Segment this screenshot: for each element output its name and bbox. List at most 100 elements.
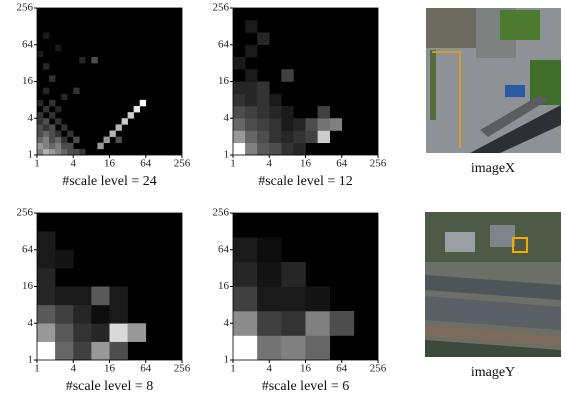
heatmap-cell <box>245 106 257 119</box>
heatmap-cell <box>61 94 67 100</box>
heatmap-cell <box>37 137 43 143</box>
heatmap-cell <box>37 149 43 155</box>
caption-levels: 24 <box>143 174 157 189</box>
heatmap-cell <box>37 124 43 130</box>
heatmap-cell <box>233 262 257 287</box>
heatmap-cell <box>257 287 281 312</box>
y-tick-label: 256 <box>17 207 34 219</box>
heatmap-cell <box>37 342 55 361</box>
heatmap-cell <box>37 143 43 149</box>
heatmap-cell <box>330 118 342 131</box>
heatmap-cell <box>269 118 281 131</box>
y-tick-label: 4 <box>28 112 34 124</box>
heatmap-cell <box>233 131 245 144</box>
heatmap-cell <box>318 131 330 144</box>
heatmap-cell <box>257 143 269 156</box>
heatmap-cell <box>110 323 128 342</box>
caption: #scale level = 8 <box>66 379 154 394</box>
heatmap-cell <box>55 137 61 143</box>
y-tick-label: 16 <box>22 75 34 87</box>
y-tick-label: 1 <box>28 149 34 161</box>
heatmap-cell <box>116 124 122 130</box>
y-tick-label: 64 <box>22 243 34 255</box>
caption-label: #scale level = <box>258 174 335 189</box>
caption-levels: 6 <box>342 379 349 394</box>
x-tick-label: 64 <box>140 158 152 170</box>
heatmap-cell <box>233 287 257 312</box>
heatmap-cell <box>49 100 55 106</box>
y-tick-label: 16 <box>22 280 34 292</box>
caption-label: #scale level = <box>62 174 139 189</box>
x-tick-label: 4 <box>267 158 273 170</box>
x-tick-label: 4 <box>71 158 77 170</box>
heatmap-cell <box>318 106 330 119</box>
heatmap-cell <box>233 94 245 107</box>
x-tick-label: 4 <box>71 363 77 375</box>
y-tick-label: 256 <box>213 2 230 14</box>
heatmap-cell <box>110 342 128 361</box>
heatmap-cell <box>245 131 257 144</box>
heatmap-cell <box>122 118 128 124</box>
heatmap-cell <box>257 94 269 107</box>
heatmap-cell <box>37 250 55 269</box>
y-tick-label: 256 <box>213 207 230 219</box>
heatmap-cell <box>306 311 330 336</box>
heatmap-cell <box>233 118 245 131</box>
heatmap-cell <box>330 311 354 336</box>
heatmap-cell <box>55 45 61 51</box>
y-tick-label: 4 <box>224 112 230 124</box>
heatmap-cell <box>55 287 73 306</box>
heatmap-cell <box>245 45 257 58</box>
heatmap-cell <box>233 143 245 156</box>
heatmap-cell <box>318 118 330 131</box>
y-tick-label: 1 <box>224 149 230 161</box>
heatmap-cell <box>43 143 49 149</box>
y-tick-label: 256 <box>17 2 34 14</box>
caption: #scale level = 6 <box>262 379 350 394</box>
heatmap-cell <box>37 131 43 137</box>
heatmap-cell <box>37 51 43 57</box>
heatmap-cell <box>91 342 109 361</box>
x-tick-label: 1 <box>230 158 236 170</box>
heatmap-cell <box>293 118 305 131</box>
caption: #scale level = 24 <box>62 174 157 189</box>
heatmap-cell <box>233 106 245 119</box>
heatmap-cell <box>49 137 55 143</box>
image-label: imageX <box>471 161 515 176</box>
heatmap-cell <box>37 118 43 124</box>
heatmap-cell <box>103 137 109 143</box>
heatmap-cell <box>257 106 269 119</box>
caption-levels: 12 <box>339 174 353 189</box>
heatmap-cell <box>73 305 91 324</box>
heatmap-cell <box>43 131 49 137</box>
heatmap-cell <box>257 33 269 46</box>
heatmap-cell <box>269 106 281 119</box>
heatmap-cell <box>61 137 67 143</box>
heatmap-cell <box>43 88 49 94</box>
x-tick-label: 64 <box>336 158 348 170</box>
heatmap-cell <box>245 143 257 156</box>
heatmap-cell <box>281 131 293 144</box>
heatmap-cell <box>245 20 257 33</box>
heatmap-cell <box>37 268 55 287</box>
heatmap-cell <box>73 323 91 342</box>
heatmap-cell <box>73 287 91 306</box>
heatmap-cell <box>293 131 305 144</box>
heatmap-cell <box>110 305 128 324</box>
heatmap-cell <box>55 131 61 137</box>
heatmap-cell <box>67 131 73 137</box>
heatmap-cell <box>233 82 245 95</box>
heatmap-cell <box>91 305 109 324</box>
heatmap-cell <box>49 143 55 149</box>
heatmap-cell <box>281 143 293 156</box>
heatmap-cell <box>293 143 305 156</box>
heatmap-cell <box>281 118 293 131</box>
heatmap-cell <box>281 336 305 361</box>
heatmap-cell <box>37 231 55 250</box>
x-tick-label: 1 <box>34 158 40 170</box>
heatmap-cell <box>55 250 73 269</box>
heatmap-cell <box>55 106 61 112</box>
heatmap-cell <box>257 311 281 336</box>
heatmap-cell <box>43 118 49 124</box>
heatmap-cell <box>306 118 318 131</box>
